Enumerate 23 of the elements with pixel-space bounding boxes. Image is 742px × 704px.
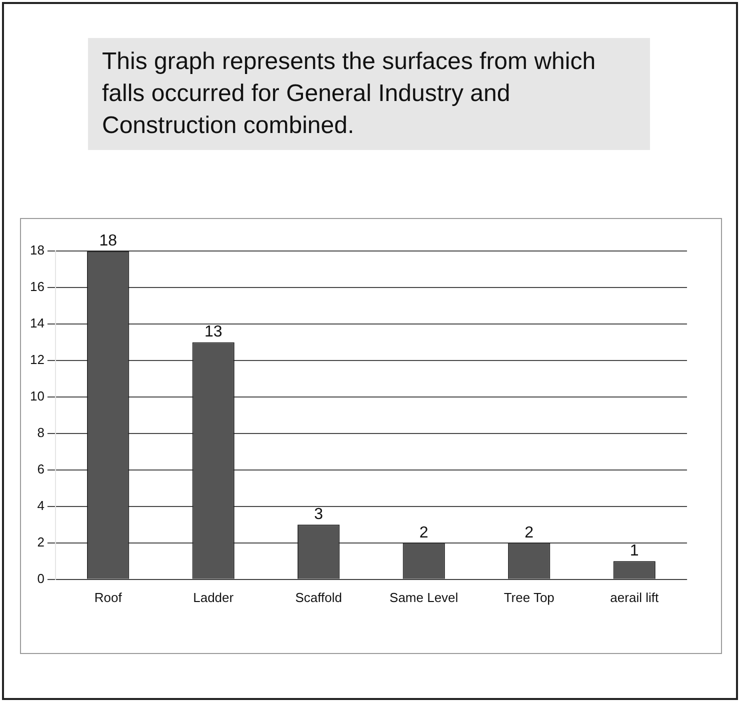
data-label: 13 [204, 324, 222, 341]
data-label: 18 [99, 232, 118, 250]
chart-title: This graph represents the surfaces from which falls occurred for General Industry and Construction combined. [88, 38, 650, 150]
y-tick-label: 16 [30, 279, 44, 294]
y-tick-label: 14 [30, 316, 44, 331]
y-tick-label: 4 [37, 498, 44, 513]
data-label: 2 [524, 524, 534, 542]
y-tick-label: 10 [30, 388, 44, 404]
x-tick-label: Scaffold [295, 590, 342, 605]
x-tick-label: Same Level [390, 590, 458, 605]
x-tick-label: Tree Top [504, 590, 554, 605]
data-label: 1 [630, 542, 639, 560]
x-tick-label: aerail lift [610, 590, 659, 605]
x-tick-label: Roof [94, 590, 122, 605]
y-tick-label: 6 [37, 462, 44, 477]
data-label: 3 [314, 506, 324, 524]
y-tick-label: 12 [30, 352, 44, 368]
y-tick-label: 18 [30, 242, 44, 258]
y-tick-label: 8 [37, 425, 44, 440]
y-tick-label: 2 [37, 534, 44, 550]
y-tick-label: 0 [37, 570, 44, 586]
x-tick-label: Ladder [193, 590, 234, 605]
data-label: 2 [419, 524, 428, 542]
